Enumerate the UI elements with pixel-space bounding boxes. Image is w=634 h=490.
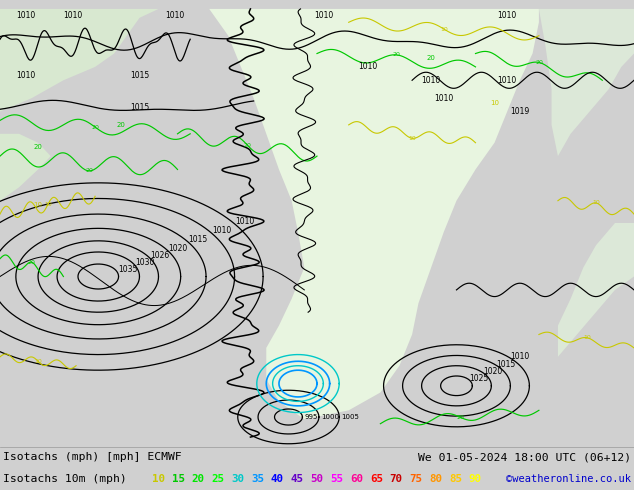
Text: 1020: 1020	[168, 244, 188, 253]
Text: 1010: 1010	[510, 352, 529, 361]
Text: 1015: 1015	[130, 102, 149, 112]
Text: 1000: 1000	[321, 414, 339, 420]
Text: 10: 10	[44, 202, 52, 207]
Text: 10: 10	[152, 474, 165, 484]
Text: 85: 85	[449, 474, 462, 484]
Text: 1015: 1015	[189, 235, 208, 245]
Text: 1010: 1010	[165, 11, 184, 20]
Text: ©weatheronline.co.uk: ©weatheronline.co.uk	[506, 474, 631, 484]
Text: 70: 70	[390, 474, 403, 484]
Text: 75: 75	[410, 474, 422, 484]
Text: 1025: 1025	[470, 374, 489, 383]
Text: 20: 20	[28, 260, 36, 265]
Text: 20: 20	[191, 474, 205, 484]
Text: 15: 15	[172, 474, 184, 484]
Text: 20: 20	[244, 143, 252, 148]
Text: 10: 10	[441, 27, 448, 32]
Text: 65: 65	[370, 474, 383, 484]
Text: 995: 995	[304, 414, 318, 420]
Text: 1010: 1010	[63, 11, 82, 20]
Text: 1010: 1010	[314, 11, 333, 20]
Text: Isotachs 10m (mph): Isotachs 10m (mph)	[3, 474, 127, 484]
Text: 1010: 1010	[358, 62, 377, 72]
Text: We 01-05-2024 18:00 UTC (06+12): We 01-05-2024 18:00 UTC (06+12)	[418, 452, 631, 462]
Text: 60: 60	[350, 474, 363, 484]
Text: 35: 35	[251, 474, 264, 484]
Text: 1010: 1010	[434, 94, 453, 102]
Text: 1019: 1019	[510, 107, 529, 116]
Text: 20: 20	[92, 125, 100, 130]
Text: 10: 10	[34, 359, 42, 364]
Text: 1030: 1030	[135, 258, 154, 267]
Text: 1026: 1026	[150, 251, 169, 260]
Text: 1010: 1010	[235, 217, 254, 226]
Text: 80: 80	[429, 474, 442, 484]
Text: 1015: 1015	[496, 360, 515, 369]
Text: 20: 20	[393, 52, 401, 57]
Text: 45: 45	[290, 474, 304, 484]
Text: 20: 20	[535, 60, 543, 65]
Text: 10: 10	[490, 99, 499, 105]
Text: 50: 50	[311, 474, 323, 484]
Text: 20: 20	[116, 122, 125, 128]
Text: 40: 40	[271, 474, 284, 484]
Text: 20: 20	[427, 55, 436, 61]
Text: 25: 25	[211, 474, 224, 484]
Text: 1015: 1015	[130, 72, 149, 80]
Text: 1035: 1035	[118, 265, 137, 274]
Text: 1010: 1010	[16, 11, 35, 20]
Text: 20: 20	[86, 169, 93, 173]
Text: 10: 10	[34, 202, 42, 208]
Text: 1010: 1010	[498, 76, 517, 85]
Text: 90: 90	[469, 474, 482, 484]
Text: 30: 30	[231, 474, 244, 484]
Text: 1005: 1005	[341, 414, 359, 420]
Text: 1010: 1010	[498, 11, 517, 20]
Text: 1010: 1010	[422, 76, 441, 85]
Text: 55: 55	[330, 474, 343, 484]
Text: 1020: 1020	[483, 367, 502, 376]
Text: 1010: 1010	[212, 226, 231, 235]
Text: 10: 10	[583, 335, 591, 340]
Text: 20: 20	[34, 144, 42, 150]
Text: 20: 20	[456, 415, 464, 420]
Text: 10: 10	[592, 200, 600, 205]
Text: 10: 10	[409, 136, 417, 141]
Text: Isotachs (mph) [mph] ECMWF: Isotachs (mph) [mph] ECMWF	[3, 452, 182, 462]
Text: 1010: 1010	[16, 72, 35, 80]
